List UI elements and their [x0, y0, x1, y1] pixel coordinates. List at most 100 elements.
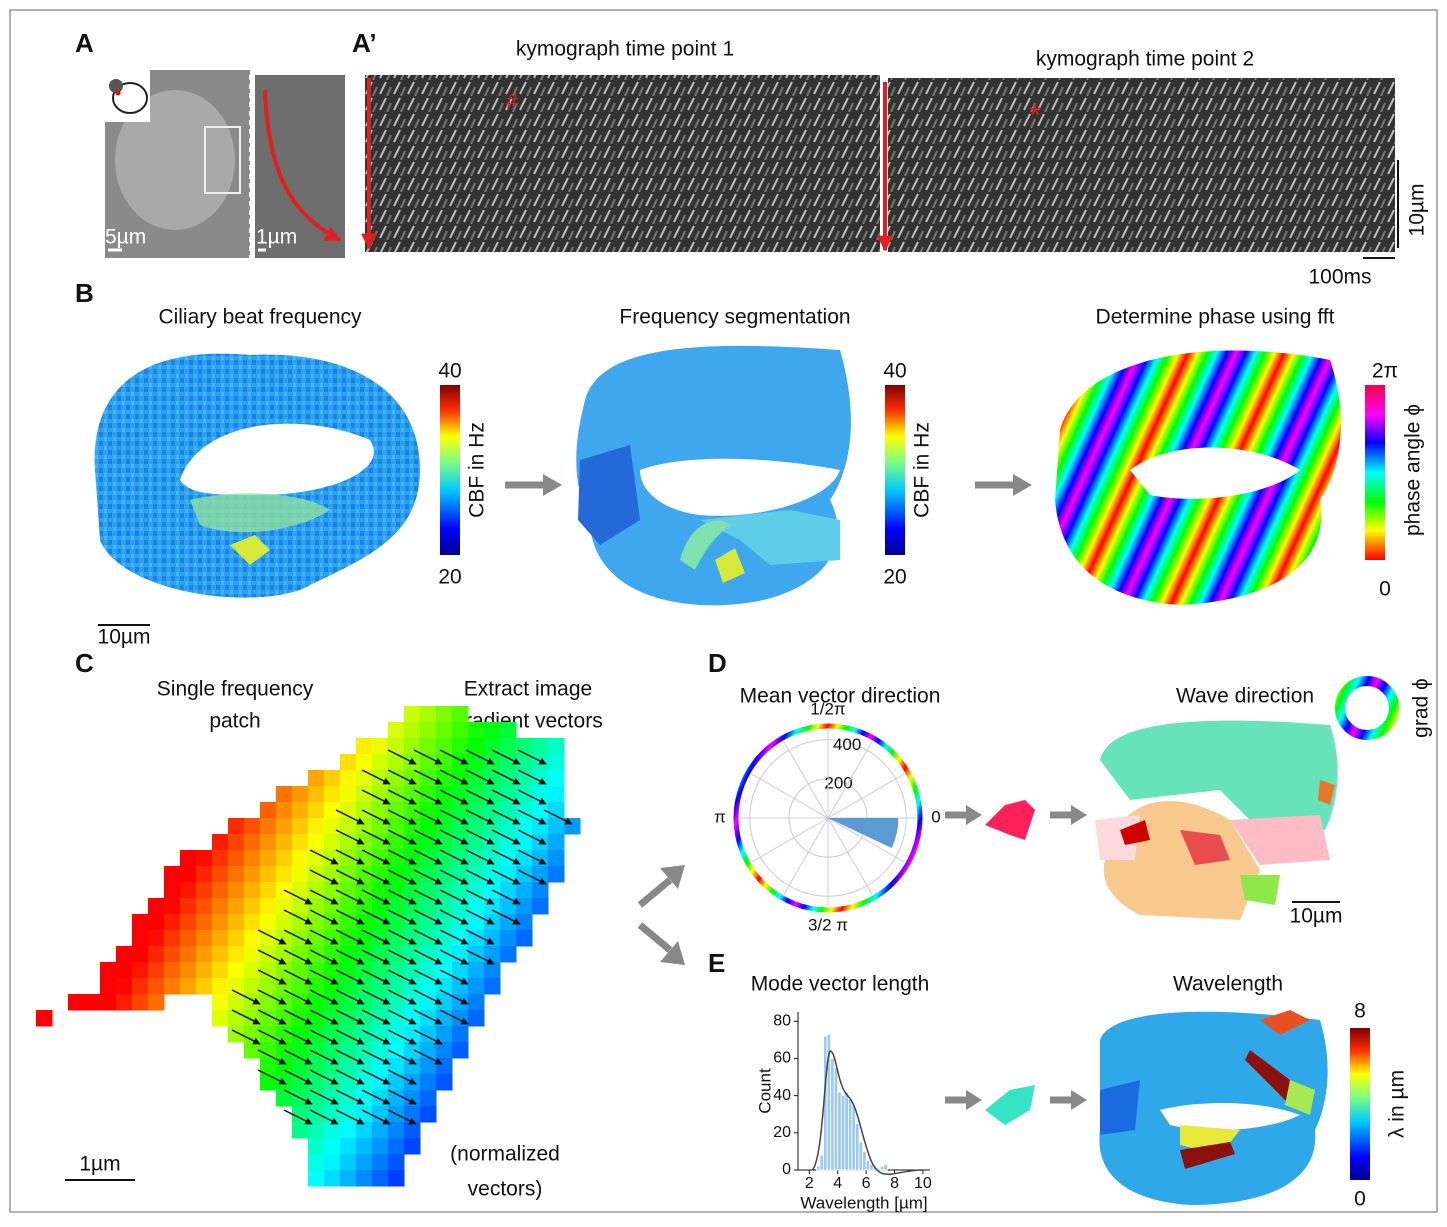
- pixel: [244, 946, 261, 963]
- pixel: [500, 866, 517, 883]
- pixel: [484, 914, 501, 931]
- figure: A 5µm 1µm A’ kymograph time point 1 kymo…: [0, 0, 1447, 1222]
- pixel: [372, 754, 389, 771]
- pixel: [308, 802, 325, 819]
- pixel: [452, 706, 469, 723]
- pixel: [372, 770, 389, 787]
- pixel: [452, 850, 469, 867]
- pixel: [324, 1138, 341, 1155]
- pixel: [340, 946, 357, 963]
- pixel: [388, 1170, 405, 1187]
- pixel: [420, 1106, 437, 1123]
- pixel: [436, 722, 453, 739]
- pixel: [148, 978, 165, 995]
- subtitle: Ciliary beat frequency: [158, 306, 362, 329]
- subtitle: Single frequency: [157, 678, 314, 701]
- pixel: [116, 978, 133, 995]
- pixel: [116, 946, 133, 963]
- pixel: [276, 834, 293, 851]
- pixel: [468, 722, 485, 739]
- angle-tick-label: π: [714, 807, 726, 826]
- pixel: [244, 978, 261, 995]
- pixel: [404, 706, 421, 723]
- colorbar-label: CBF in Hz: [911, 422, 934, 518]
- gradient-patch: [36, 706, 581, 1187]
- y-tick-label: 0: [782, 1161, 791, 1178]
- pixel: [548, 866, 565, 883]
- pixel: [148, 898, 165, 915]
- pixel: [420, 930, 437, 947]
- pixel: [484, 738, 501, 755]
- x-tick-label: 4: [833, 1175, 842, 1192]
- pixel: [404, 962, 421, 979]
- colorbar: [1365, 385, 1385, 560]
- pixel: [244, 850, 261, 867]
- pixel: [324, 1106, 341, 1123]
- pixel: [148, 962, 165, 979]
- pixel: [516, 738, 533, 755]
- pixel: [116, 962, 133, 979]
- subtitle: patch: [209, 710, 260, 733]
- pixel: [148, 930, 165, 947]
- bar: [816, 1166, 820, 1170]
- pixel: [356, 1090, 373, 1107]
- pixel: [532, 786, 549, 803]
- pixel: [260, 1026, 277, 1043]
- pixel: [500, 754, 517, 771]
- pixel: [356, 962, 373, 979]
- pixel: [500, 722, 517, 739]
- pixel: [228, 818, 245, 835]
- colorbar-label: phase angle ϕ: [1402, 404, 1425, 536]
- pixel: [324, 866, 341, 883]
- pixel: [324, 770, 341, 787]
- scale-label: 1µm: [256, 226, 297, 249]
- colorbar: [885, 385, 905, 555]
- pixel: [196, 962, 213, 979]
- pixel: [292, 786, 309, 803]
- pixel: [132, 914, 149, 931]
- pixel: [372, 946, 389, 963]
- pixel: [308, 1170, 325, 1187]
- pixel: [244, 834, 261, 851]
- pixel: [356, 882, 373, 899]
- x-tick-label: 2: [805, 1175, 814, 1192]
- panel-label: A’: [352, 28, 377, 58]
- pixel: [420, 1042, 437, 1059]
- pixel: [212, 866, 229, 883]
- pixel: [276, 818, 293, 835]
- pixel: [212, 978, 229, 995]
- pixel: [148, 914, 165, 931]
- pixel: [468, 786, 485, 803]
- pixel: [356, 770, 373, 787]
- pixel: [308, 946, 325, 963]
- color-wheel: [1340, 681, 1394, 735]
- y-tick-label: 20: [773, 1124, 791, 1141]
- pixel: [276, 1074, 293, 1091]
- pixel: [164, 882, 181, 899]
- panel-label: A: [75, 28, 94, 58]
- pixel: [260, 898, 277, 915]
- marker: #: [506, 91, 518, 114]
- pixel: [324, 834, 341, 851]
- pixel: [532, 898, 549, 915]
- pixel: [484, 930, 501, 947]
- pixel: [164, 930, 181, 947]
- pixel: [84, 994, 101, 1011]
- scale-label: 10µm: [1406, 184, 1429, 237]
- pixel: [532, 882, 549, 899]
- patch-wavelength: [985, 1085, 1035, 1125]
- pixel: [532, 754, 549, 771]
- pixel: [212, 914, 229, 931]
- histogram: 020406080246810CountWavelength [µm]: [755, 1012, 931, 1212]
- pixel: [388, 1138, 405, 1155]
- x-tick-label: 10: [914, 1175, 932, 1192]
- y-tick-label: 40: [773, 1087, 791, 1104]
- pixel: [372, 1106, 389, 1123]
- flow-arrow-head: [1071, 805, 1087, 825]
- pixel: [532, 738, 549, 755]
- pixel: [468, 834, 485, 851]
- pixel: [372, 1090, 389, 1107]
- pixel: [484, 754, 501, 771]
- pixel: [212, 834, 229, 851]
- pixel: [388, 962, 405, 979]
